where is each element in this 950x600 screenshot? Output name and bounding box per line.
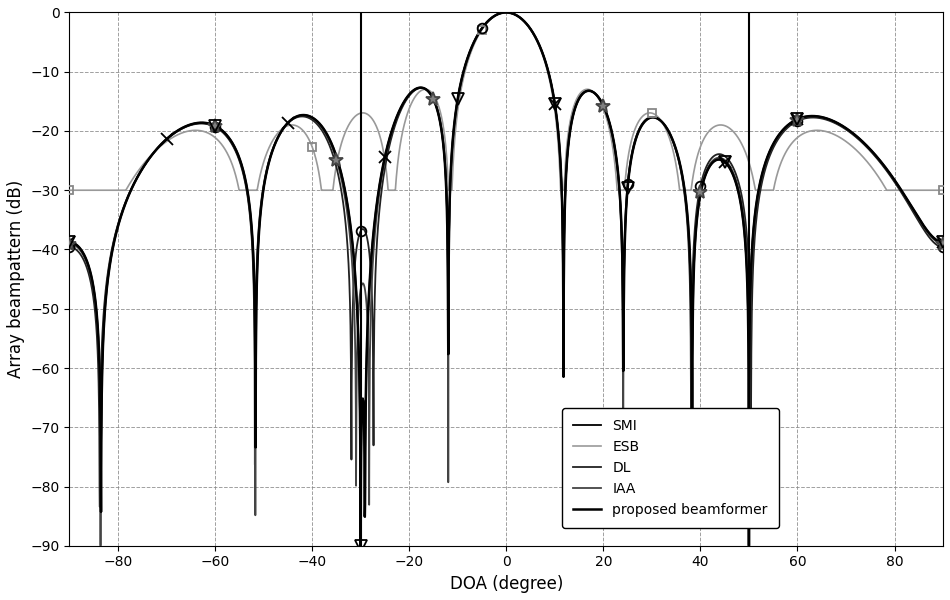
ESB (501, 9, 512, 16)
SMI (668, 139, 679, 146)
IAA (668, 139, 679, 146)
SMI (335, 169, 347, 176)
Line: SMI: SMI (69, 13, 943, 546)
Line: IAA: IAA (69, 13, 943, 546)
IAA (335, 175, 347, 182)
proposed beamformer (355, 542, 367, 550)
proposed beamformer (739, 230, 750, 238)
IAA (739, 223, 750, 230)
IAA (501, 9, 512, 16)
X-axis label: DOA (degree): DOA (degree) (449, 575, 563, 593)
IAA (938, 240, 949, 247)
DL (94, 503, 105, 511)
IAA (168, 130, 180, 137)
ESB (169, 133, 180, 140)
DL (119, 200, 130, 208)
SMI (501, 9, 512, 16)
ESB (64, 187, 75, 194)
SMI (739, 230, 750, 238)
Y-axis label: Array beampattern (dB): Array beampattern (dB) (7, 180, 25, 378)
Line: ESB: ESB (69, 13, 943, 190)
Line: DL: DL (69, 13, 943, 507)
ESB (335, 141, 347, 148)
IAA (169, 129, 180, 136)
ESB (119, 187, 130, 194)
DL (64, 244, 75, 251)
proposed beamformer (668, 139, 679, 146)
DL (739, 210, 750, 217)
Legend: SMI, ESB, DL, IAA, proposed beamformer: SMI, ESB, DL, IAA, proposed beamformer (562, 408, 779, 528)
DL (169, 130, 180, 137)
proposed beamformer (169, 129, 180, 136)
ESB (167, 133, 179, 140)
proposed beamformer (64, 239, 75, 246)
proposed beamformer (501, 9, 512, 16)
ESB (668, 148, 679, 155)
ESB (738, 146, 750, 153)
DL (168, 130, 180, 137)
proposed beamformer (938, 239, 949, 246)
proposed beamformer (167, 130, 179, 137)
IAA (95, 542, 106, 550)
DL (335, 187, 347, 194)
SMI (167, 130, 179, 137)
IAA (64, 240, 75, 247)
SMI (938, 239, 949, 246)
DL (501, 9, 512, 16)
SMI (169, 129, 180, 136)
IAA (119, 201, 130, 208)
SMI (119, 202, 130, 209)
ESB (938, 187, 949, 194)
SMI (64, 239, 75, 246)
proposed beamformer (335, 169, 347, 176)
Line: proposed beamformer: proposed beamformer (69, 13, 943, 546)
DL (938, 244, 949, 251)
proposed beamformer (119, 202, 130, 209)
DL (668, 139, 679, 146)
SMI (355, 542, 367, 550)
